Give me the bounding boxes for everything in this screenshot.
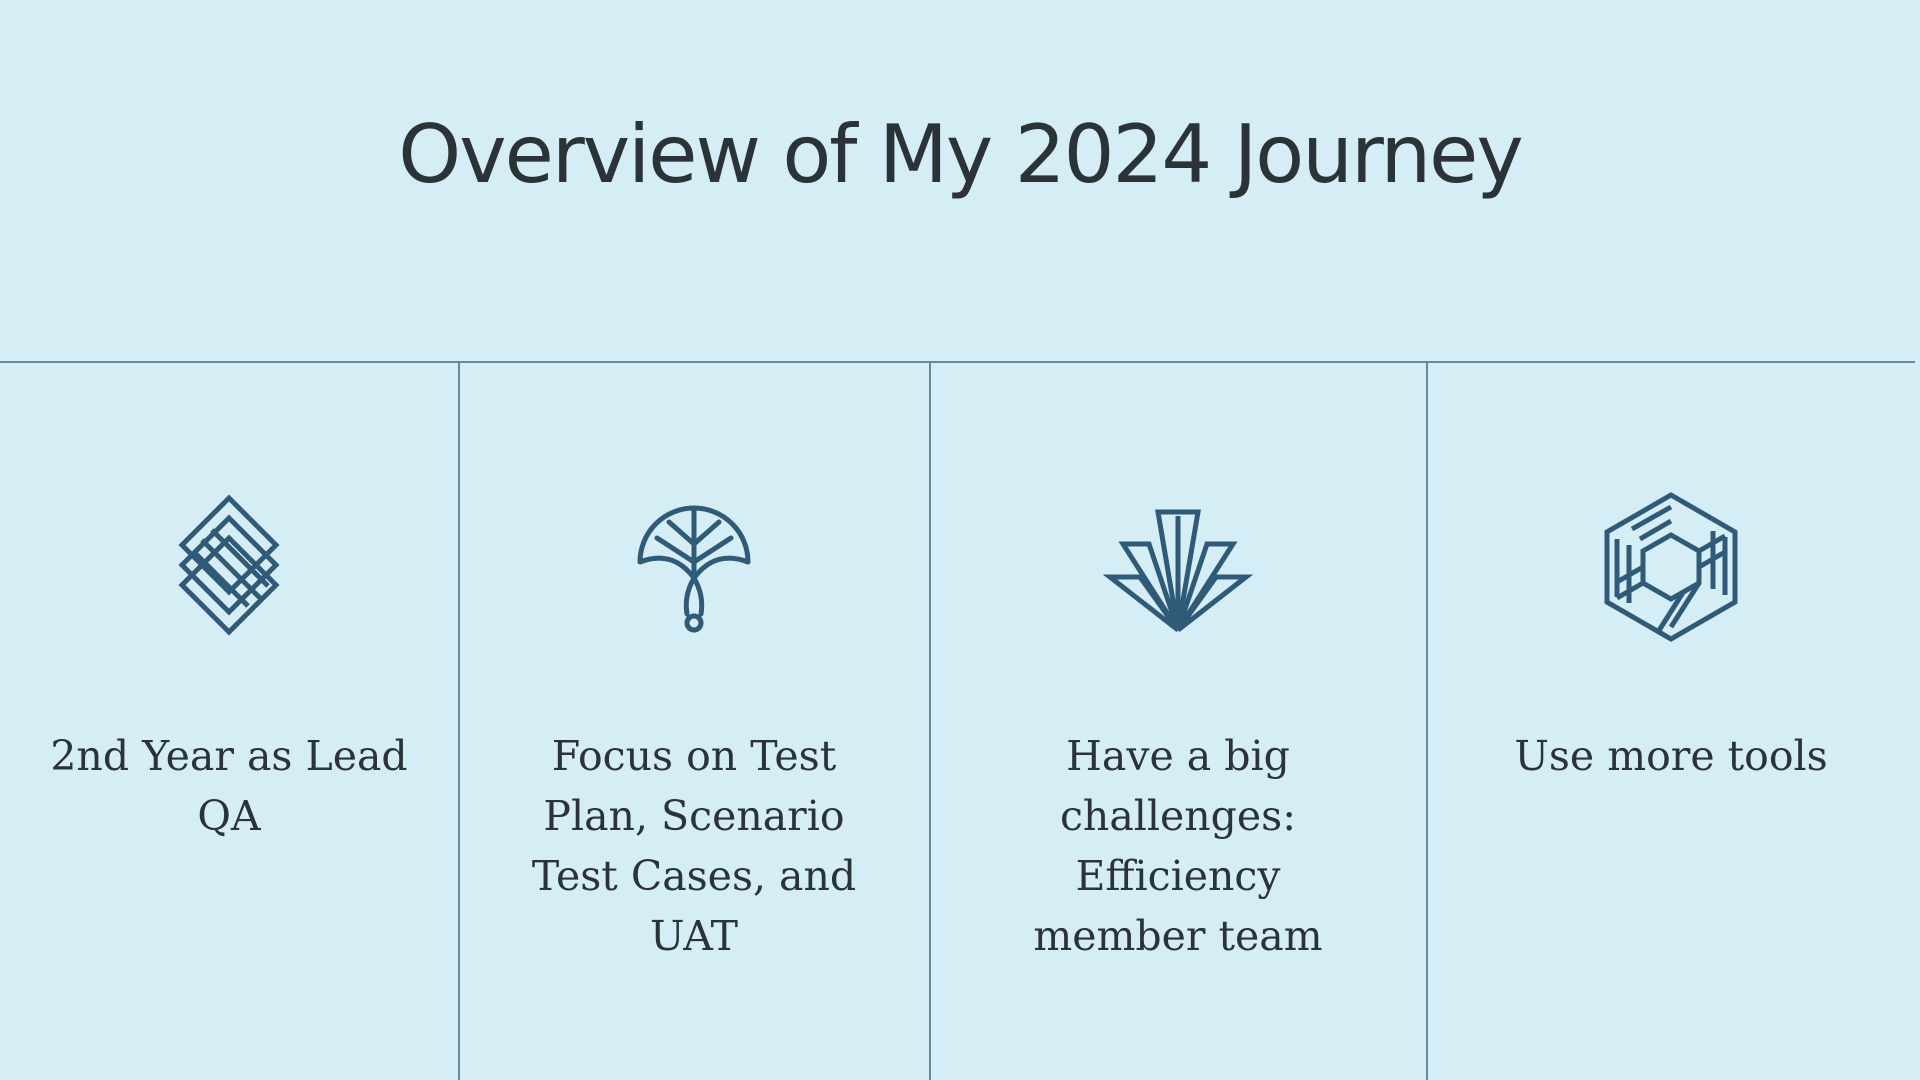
header-divider [0, 361, 1915, 363]
column-challenges: Have a big challenges: Efficiency member… [930, 362, 1426, 1080]
column-tools: Use more tools [1427, 362, 1915, 1080]
column-test-focus: Focus on Test Plan, Scenario Test Cases,… [459, 362, 929, 1080]
art-deco-fan-icon [1103, 509, 1253, 632]
column-label: Use more tools [1514, 732, 1828, 780]
column-divider [458, 362, 460, 1080]
column-divider [929, 362, 931, 1080]
column-lead-qa: 2nd Year as Lead QA [0, 362, 458, 1080]
column-label: Focus on Test Plan, Scenario Test Cases,… [531, 732, 857, 960]
ginkgo-leaf-icon [637, 505, 751, 633]
column-label: Have a big challenges: Efficiency member… [1033, 732, 1323, 960]
stacked-diamonds-icon [178, 494, 280, 636]
woven-hexagon-icon [1604, 492, 1738, 642]
column-divider [1426, 362, 1428, 1080]
column-label: 2nd Year as Lead QA [50, 732, 408, 840]
page-title: Overview of My 2024 Journey [398, 108, 1523, 201]
